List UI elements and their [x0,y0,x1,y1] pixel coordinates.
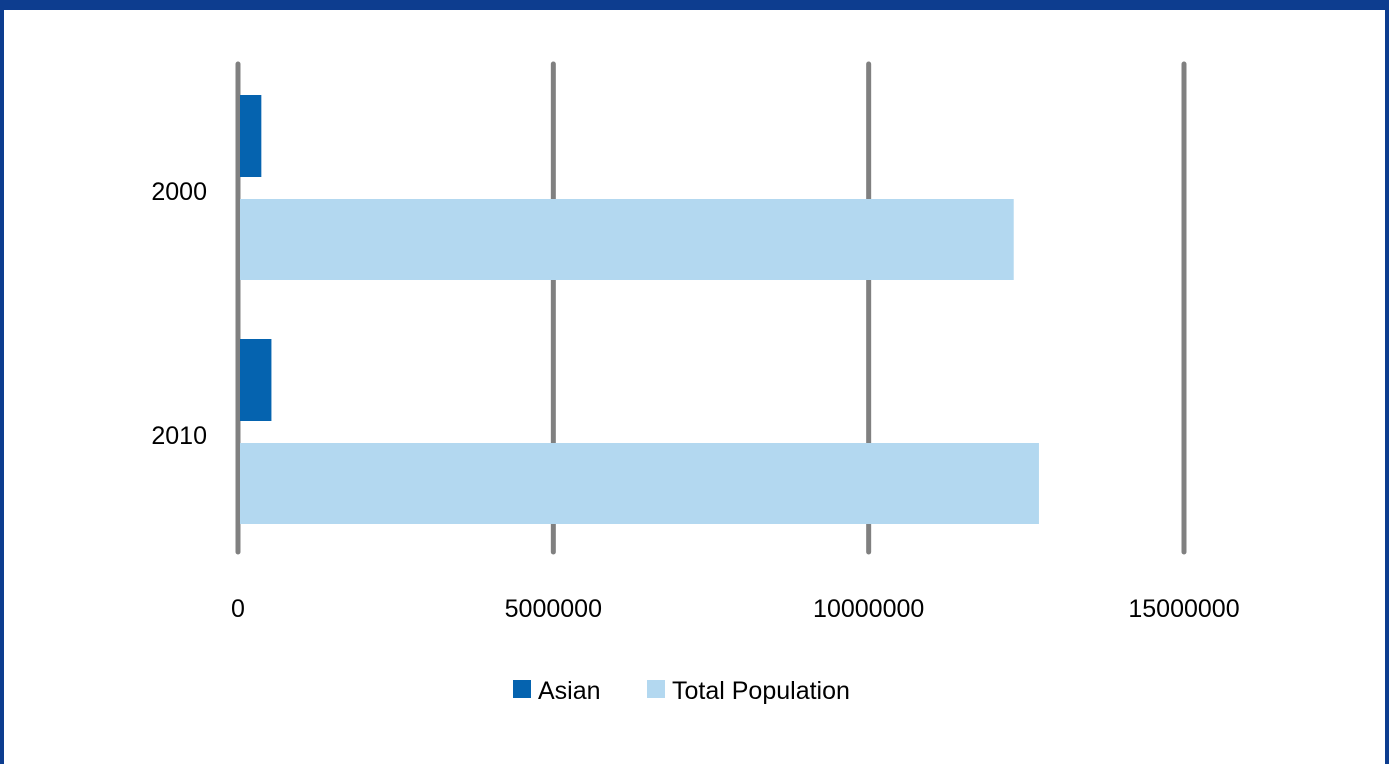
legend-swatch [513,680,531,698]
legend-label: Total Population [672,677,850,705]
bar-total-population-2000 [240,199,1014,280]
x-axis-tick-labels: 0 5000000 10000000 15000000 [231,595,1240,623]
bar-asian-2000 [240,95,262,177]
legend: Asian Total Population [513,677,850,705]
bar-total-population-2010 [240,443,1039,524]
bar-asian-2010 [240,339,272,421]
category-label: 2010 [151,422,207,450]
bars [240,95,1039,524]
y-axis-category-labels: 2000 2010 [151,178,207,450]
legend-label: Asian [538,677,601,705]
x-tick-label: 5000000 [505,595,602,623]
category-label: 2000 [151,178,207,206]
x-tick-label: 0 [231,595,245,623]
legend-swatch [647,680,665,698]
x-tick-label: 10000000 [813,595,924,623]
x-tick-label: 15000000 [1128,595,1239,623]
